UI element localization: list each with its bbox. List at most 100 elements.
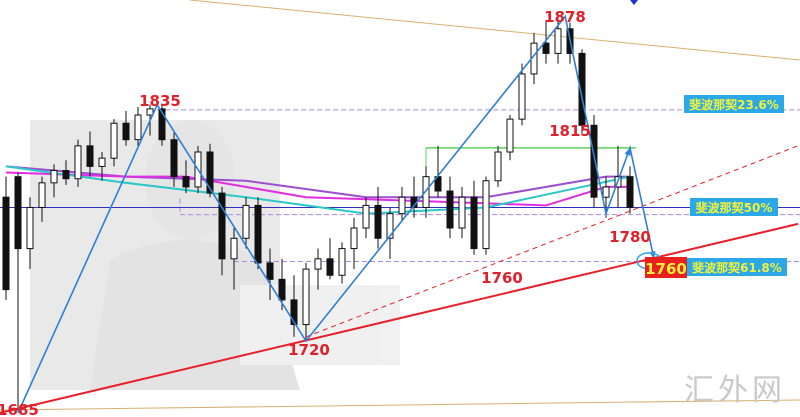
- price-label-1780: 1780: [609, 228, 651, 246]
- candle-body: [482, 180, 490, 250]
- fib-618-box: [687, 258, 787, 276]
- candle-body: [230, 237, 238, 260]
- candle-body: [398, 196, 406, 215]
- candle-body: [602, 186, 610, 198]
- candle-body: [218, 192, 226, 260]
- candle-body: [422, 176, 430, 208]
- candle: [290, 275, 298, 337]
- candle-body: [170, 139, 178, 178]
- candle: [122, 110, 130, 146]
- price-label-1835: 1835: [139, 92, 181, 110]
- candle: [398, 186, 406, 222]
- price-label-1720: 1720: [288, 341, 330, 359]
- candle-body: [542, 42, 550, 54]
- candle-body: [14, 176, 22, 250]
- lower-channel-line: [0, 399, 800, 411]
- dashed-trendline: [305, 145, 799, 338]
- candle: [626, 166, 634, 214]
- fib-618-label: 斐波那契61.8%: [692, 260, 782, 275]
- candle: [182, 160, 190, 194]
- candle-body: [326, 258, 334, 276]
- price-label-1815: 1815: [549, 122, 591, 140]
- candle-body: [362, 204, 370, 229]
- price-label-1760: 1760: [481, 269, 523, 287]
- candle-body: [374, 204, 382, 239]
- candle: [458, 186, 466, 239]
- candle-body: [254, 204, 262, 264]
- candle: [506, 115, 514, 161]
- candle-body: [350, 227, 358, 250]
- candle-body: [554, 28, 562, 54]
- candle-body: [626, 176, 634, 208]
- price-label-1878: 1878: [544, 8, 586, 26]
- fib-50-label: 斐波那契50%: [696, 200, 773, 215]
- candle-body: [278, 278, 286, 301]
- candle: [62, 160, 70, 185]
- candle: [14, 172, 22, 411]
- candle-body: [50, 169, 58, 184]
- candle: [494, 145, 502, 187]
- candle: [2, 176, 10, 300]
- candle: [446, 176, 454, 239]
- candle-body: [122, 122, 130, 141]
- candle-body: [98, 157, 106, 167]
- candle: [482, 176, 490, 255]
- candle: [590, 115, 598, 208]
- candle-body: [74, 145, 82, 180]
- candle: [74, 139, 82, 187]
- background-photo: [30, 120, 400, 390]
- target-badge: [645, 257, 687, 278]
- candle: [86, 131, 94, 177]
- candle-body: [386, 213, 394, 239]
- target-price-label: 1760: [645, 260, 687, 278]
- candle-body: [182, 176, 190, 188]
- candle-body: [62, 169, 70, 180]
- candle: [50, 164, 58, 198]
- candle-body: [38, 182, 46, 208]
- candle: [218, 186, 226, 276]
- candle-body: [446, 190, 454, 229]
- candle: [362, 197, 370, 239]
- candle: [98, 152, 106, 181]
- candle: [134, 106, 142, 146]
- candle-body: [146, 108, 154, 116]
- candle-body: [110, 122, 118, 159]
- candle-body: [458, 196, 466, 229]
- candle-body: [86, 145, 94, 167]
- candle: [38, 176, 46, 222]
- candle: [110, 119, 118, 167]
- price-label-1685: 1685: [0, 401, 39, 417]
- fib-50-box: [690, 198, 778, 216]
- candle: [326, 238, 334, 280]
- candle: [170, 131, 178, 187]
- candle-body: [302, 268, 310, 326]
- candle: [338, 242, 346, 284]
- candle-body: [158, 108, 166, 141]
- candle: [254, 197, 262, 270]
- arrow-head-up-icon: [624, 147, 631, 156]
- support-trendline: [0, 222, 799, 414]
- candle-body: [266, 262, 274, 280]
- watermark: 汇外网: [684, 373, 786, 408]
- candle-body: [134, 114, 142, 141]
- candle: [266, 248, 274, 300]
- candle-body: [578, 52, 586, 126]
- marker-triangle: [630, 0, 638, 5]
- candle-body: [26, 206, 34, 250]
- candle-body: [206, 151, 214, 194]
- candle: [374, 186, 382, 249]
- fib-236-label: 斐波那契23.6%: [689, 97, 779, 112]
- candle-body: [494, 151, 502, 182]
- candle: [314, 248, 322, 290]
- candle-body: [2, 196, 10, 291]
- candle: [230, 228, 238, 290]
- candle-body: [242, 204, 250, 239]
- candle: [386, 207, 394, 259]
- candle: [302, 262, 310, 341]
- candle: [422, 166, 430, 218]
- fib-236-box: [684, 95, 784, 113]
- upper-channel-line: [189, 0, 800, 61]
- candle: [242, 197, 250, 249]
